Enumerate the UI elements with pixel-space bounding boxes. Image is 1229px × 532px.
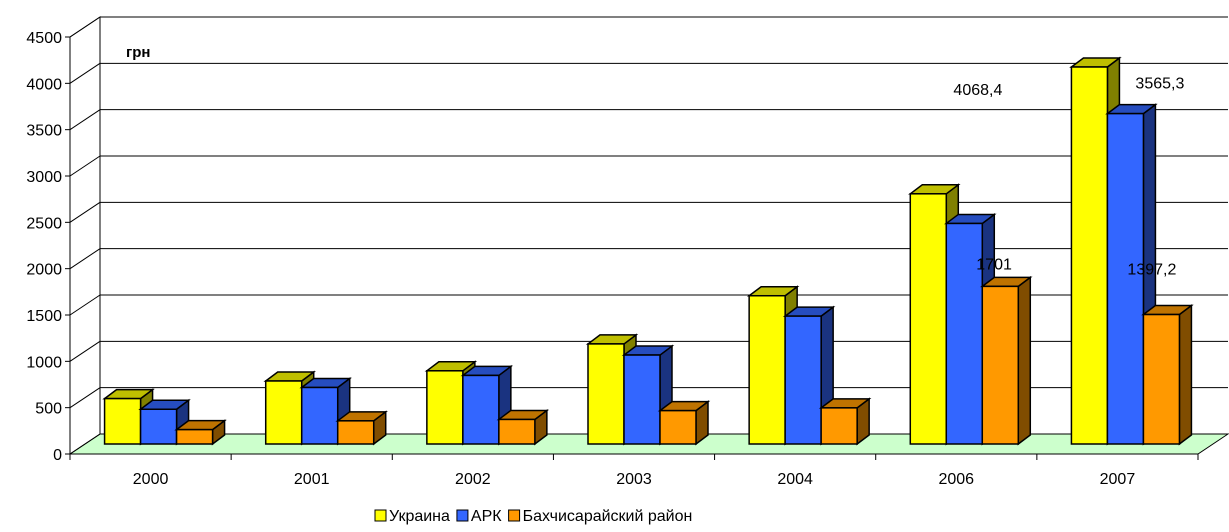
bars: [102, 56, 1194, 446]
bar-front: [820, 407, 858, 445]
grid-lines: [69, 16, 1228, 455]
bar: [980, 275, 1033, 446]
data-label: 1701: [976, 256, 1012, 273]
legend-label: АРК: [471, 508, 502, 525]
y-tick-label: 2500: [26, 215, 62, 232]
bar-front: [659, 409, 697, 445]
y-tick-label: 0: [53, 447, 62, 464]
bar-front: [945, 222, 984, 445]
bar: [1141, 304, 1194, 446]
grid-line-side: [69, 16, 101, 38]
bar-front: [981, 285, 1020, 445]
bar-front: [336, 420, 375, 445]
bar-front: [103, 397, 142, 445]
bar: [818, 397, 872, 446]
y-tick-label: 500: [35, 401, 62, 418]
data-label: 4068,4: [953, 82, 1002, 99]
grid-line-side: [69, 248, 101, 270]
bar-front: [498, 418, 536, 445]
bar-side: [1178, 304, 1193, 446]
x-tick-label: 2001: [294, 471, 330, 488]
bar-front: [623, 354, 661, 445]
y-tick-label: 1000: [26, 354, 62, 371]
legend-label: Украина: [389, 508, 450, 525]
bar-front: [1142, 313, 1181, 445]
bar-front: [1106, 112, 1145, 445]
y-tick-label: 1500: [26, 308, 62, 325]
y-axis-ticks: 0 500 1000 1500 2000 2500 3000 3500 4000 4500: [26, 30, 71, 464]
bar-front: [462, 374, 500, 445]
bar-front: [1070, 66, 1109, 445]
bar: [335, 410, 388, 446]
y-tick-label: 2000: [26, 262, 62, 279]
grid-line-side: [69, 62, 101, 84]
grid-line-side: [69, 201, 101, 223]
x-tick-label: 2002: [455, 471, 491, 488]
bar: [1105, 103, 1158, 446]
grid-line-side: [69, 340, 101, 362]
grid-line-side: [69, 294, 101, 316]
y-tick-label: 3500: [26, 123, 62, 140]
legend-label: Бахчисарайский район: [523, 508, 693, 525]
bar-front: [587, 343, 625, 445]
bar-front: [175, 428, 214, 445]
unit-label: грн: [126, 44, 150, 61]
x-tick-label: 2000: [133, 471, 169, 488]
grid-line-side: [69, 109, 101, 131]
bar-front: [300, 386, 339, 445]
bar-front: [264, 380, 303, 445]
data-label: 1397,2: [1127, 262, 1176, 279]
legend-swatch: [508, 509, 521, 522]
bar-front: [748, 294, 786, 445]
x-tick-label: 2003: [616, 471, 652, 488]
bar: [496, 408, 550, 446]
legend-swatch: [456, 509, 469, 522]
y-tick-label: 3000: [26, 169, 62, 186]
x-tick-label: 2004: [777, 471, 813, 488]
grid-line-side: [69, 387, 101, 409]
bar: [657, 400, 711, 446]
x-tick-label: 2006: [938, 471, 974, 488]
bar-front: [139, 408, 178, 445]
data-label: 3565,3: [1135, 76, 1184, 93]
x-axis-ticks: 2000 2001 2002 2003 2004 2006 2007: [69, 454, 1199, 488]
bar-side: [1017, 275, 1032, 446]
plot-side-wall: [69, 16, 101, 455]
legend-swatch: [374, 509, 387, 522]
bar: [174, 419, 227, 446]
data-labels: 4068,4 3565,3 1701 1397,2: [953, 76, 1184, 279]
y-tick-label: 4500: [26, 30, 62, 47]
grid-line-side: [69, 433, 101, 455]
bar-front: [426, 370, 464, 445]
bar-front: [909, 193, 948, 445]
x-tick-label: 2007: [1100, 471, 1136, 488]
legend: Украина АРК Бахчисарайский район: [374, 508, 693, 525]
grid-line-side: [69, 155, 101, 177]
bar-front: [784, 315, 822, 445]
y-tick-label: 4000: [26, 76, 62, 93]
